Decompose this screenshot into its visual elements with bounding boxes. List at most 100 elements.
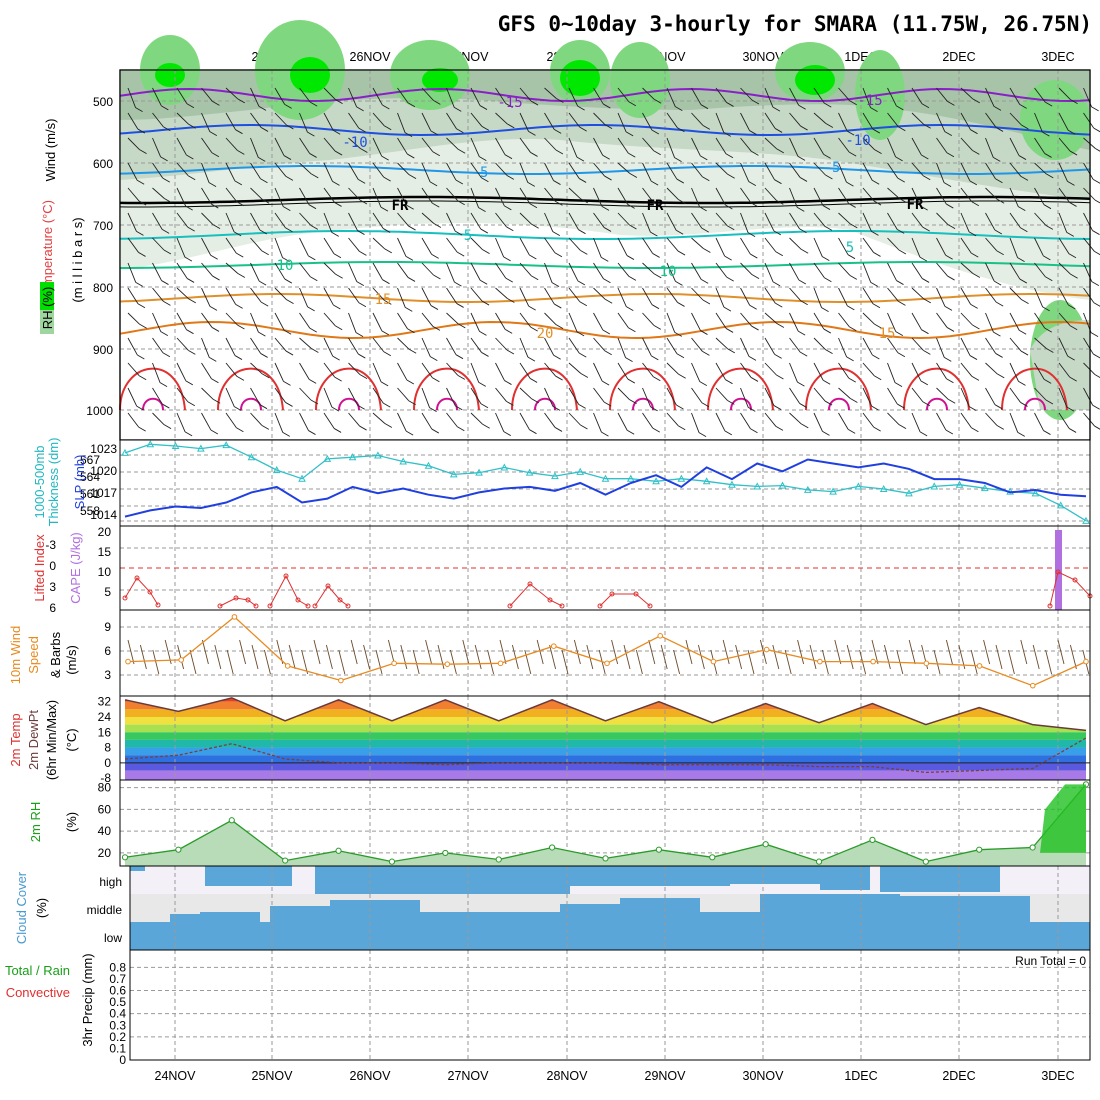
wind-barb-flag bbox=[530, 326, 538, 332]
wind-barb bbox=[715, 87, 727, 103]
wind-barb-flag bbox=[358, 353, 366, 359]
wind-barb-flag bbox=[454, 230, 463, 236]
wind-barb-flag bbox=[139, 149, 147, 155]
wind-barb-flag bbox=[208, 182, 217, 188]
cloud-middle-bar bbox=[270, 906, 330, 922]
wind-barb-flag bbox=[212, 275, 220, 281]
wind-barb bbox=[152, 387, 163, 405]
wind-barb-flag bbox=[332, 355, 340, 361]
wind-barb-flag bbox=[896, 105, 904, 111]
wind-barb-flag bbox=[260, 301, 269, 307]
contour-warm bbox=[315, 367, 382, 411]
wind-barb bbox=[495, 87, 506, 104]
wind-barb-flag bbox=[945, 254, 953, 260]
wind-barb bbox=[348, 212, 358, 231]
cape-marker bbox=[547, 597, 553, 603]
wind-barb-flag bbox=[946, 203, 954, 209]
wind10-barb bbox=[809, 644, 817, 670]
wind-barb bbox=[544, 362, 556, 377]
cloud-high-bar bbox=[235, 866, 292, 886]
wind-barb-flag bbox=[578, 403, 586, 409]
wind-barb-flag bbox=[555, 149, 564, 155]
wind-barb-flag bbox=[282, 257, 290, 263]
rh2m-marker bbox=[602, 855, 609, 862]
wind-barb bbox=[642, 312, 655, 326]
wind-barb-flag bbox=[138, 426, 146, 432]
wind-barb bbox=[568, 287, 581, 303]
wind-barb-flag bbox=[849, 274, 858, 280]
wind-barb bbox=[225, 162, 236, 182]
temp2m-line bbox=[124, 697, 1087, 732]
wind-barb bbox=[936, 262, 948, 277]
slp-label: SLP (mb) bbox=[72, 455, 87, 510]
wind10-barb bbox=[908, 639, 916, 665]
wind-barb-flag bbox=[162, 177, 170, 183]
wind-barb bbox=[960, 87, 974, 100]
thickness-marker bbox=[348, 453, 357, 461]
wind-barb bbox=[323, 112, 334, 131]
wind-barb bbox=[985, 137, 994, 158]
wind-barb bbox=[446, 312, 459, 325]
wind-barb bbox=[446, 212, 456, 232]
precip-grid bbox=[130, 950, 1090, 1060]
wind-barb bbox=[1034, 137, 1045, 154]
wind-barb bbox=[666, 237, 679, 252]
wind-barb-flag bbox=[261, 198, 270, 204]
wind-barb-flag bbox=[1094, 374, 1100, 378]
wind-barb bbox=[519, 162, 529, 183]
wind-barb bbox=[519, 412, 530, 430]
wind-barb-flag bbox=[285, 176, 294, 181]
contour-label: -10 bbox=[845, 133, 870, 149]
wind-barb-flag bbox=[506, 401, 514, 406]
wind-barb bbox=[715, 312, 727, 329]
wind-barb bbox=[421, 187, 433, 204]
wind-barb bbox=[446, 287, 457, 304]
wind-barb bbox=[862, 187, 875, 202]
wind-barb bbox=[274, 387, 286, 403]
wind-barb-flag bbox=[946, 378, 954, 384]
wind-barb-flag bbox=[919, 256, 928, 262]
wind-barb bbox=[642, 237, 653, 254]
wind-barb bbox=[568, 337, 580, 354]
thickness-marker bbox=[829, 487, 837, 495]
wind-barb bbox=[1009, 212, 1021, 229]
wind-barb bbox=[225, 287, 237, 305]
temp2m-label-1: 2m Temp bbox=[8, 713, 23, 766]
wind-barb bbox=[789, 187, 798, 208]
wind-barb bbox=[936, 287, 946, 307]
wind-barb-flag bbox=[381, 330, 390, 336]
wind-barb-flag bbox=[628, 276, 637, 281]
wind-barb bbox=[764, 287, 776, 304]
wind-barb-flag bbox=[800, 300, 808, 306]
wind-barb-flag bbox=[921, 329, 929, 335]
thickness-marker bbox=[222, 441, 231, 449]
wind10-barb bbox=[139, 644, 147, 670]
wind-barb bbox=[887, 187, 900, 199]
wind-barb bbox=[911, 262, 923, 279]
rh2m-marker bbox=[495, 856, 502, 863]
wind-barb-flag bbox=[1094, 199, 1100, 204]
wind-barb bbox=[960, 262, 974, 274]
wind-barb-flag bbox=[874, 149, 882, 155]
wind-barb-flag bbox=[824, 400, 833, 406]
wind-barb-flag bbox=[407, 102, 416, 108]
wind-barb bbox=[225, 212, 235, 233]
wind-barb bbox=[470, 162, 482, 179]
wind-barb-flag bbox=[629, 224, 637, 230]
rh2m-marker bbox=[282, 857, 289, 864]
wind-barb bbox=[1058, 112, 1069, 131]
wind-barb-flag bbox=[283, 206, 291, 212]
cloud-label: Cloud Cover bbox=[14, 871, 29, 944]
wind-barb bbox=[642, 112, 653, 131]
wind-barb bbox=[495, 287, 508, 299]
wind-barb-flag bbox=[383, 125, 392, 131]
wind10-barb bbox=[462, 639, 470, 665]
wind-barb bbox=[225, 387, 235, 407]
wind10-barb bbox=[152, 649, 160, 675]
wind-barb bbox=[862, 162, 873, 181]
wind-barb bbox=[152, 337, 164, 354]
wind-barb bbox=[691, 112, 704, 126]
wind-barb bbox=[201, 162, 210, 183]
wind-barb bbox=[813, 137, 825, 155]
wind-barb bbox=[764, 137, 778, 150]
